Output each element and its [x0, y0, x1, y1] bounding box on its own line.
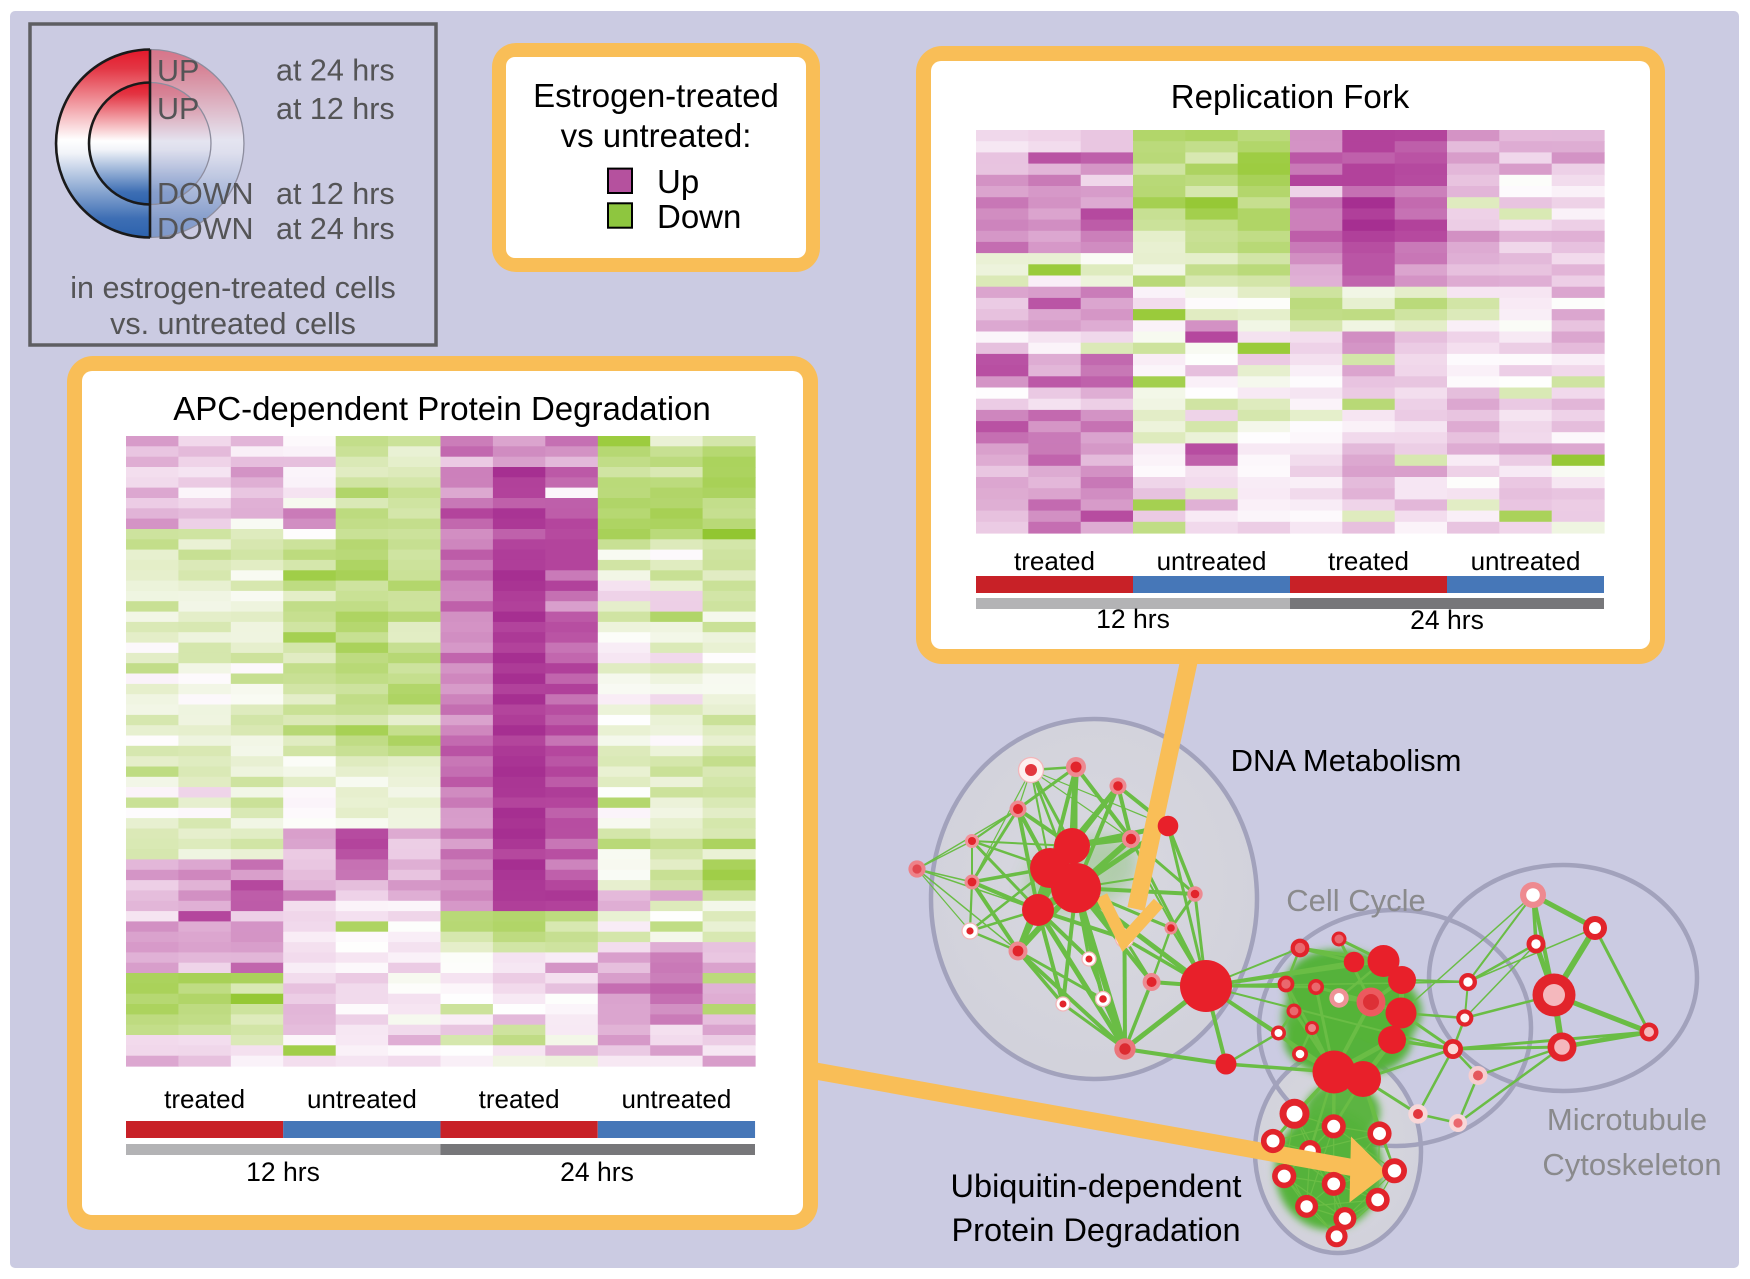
svg-text:24 hrs: 24 hrs: [1410, 605, 1484, 635]
svg-text:treated: treated: [164, 1084, 245, 1114]
svg-text:DNA Metabolism: DNA Metabolism: [1231, 743, 1462, 778]
svg-text:Replication Fork: Replication Fork: [1171, 78, 1410, 115]
svg-text:Cell Cycle: Cell Cycle: [1286, 883, 1426, 918]
svg-text:at 12 hrs: at 12 hrs: [276, 92, 395, 126]
svg-text:Cytoskeleton: Cytoskeleton: [1542, 1147, 1721, 1182]
svg-text:at 24 hrs: at 24 hrs: [276, 212, 395, 246]
svg-text:at 12 hrs: at 12 hrs: [276, 177, 395, 211]
svg-text:vs. untreated cells: vs. untreated cells: [110, 307, 356, 341]
svg-text:12 hrs: 12 hrs: [1096, 604, 1170, 634]
svg-text:UP: UP: [157, 54, 199, 88]
svg-text:untreated: untreated: [307, 1084, 417, 1114]
svg-text:12 hrs: 12 hrs: [246, 1157, 320, 1187]
svg-text:treated: treated: [1014, 546, 1095, 576]
svg-text:Microtubule: Microtubule: [1547, 1102, 1707, 1137]
svg-text:in estrogen-treated cells: in estrogen-treated cells: [70, 271, 396, 305]
svg-text:Down: Down: [657, 198, 741, 235]
svg-text:untreated: untreated: [621, 1084, 731, 1114]
svg-text:Protein Degradation: Protein Degradation: [951, 1212, 1240, 1248]
svg-text:Estrogen-treated: Estrogen-treated: [533, 77, 779, 114]
svg-text:APC-dependent Protein Degradat: APC-dependent Protein Degradation: [173, 390, 711, 427]
svg-text:untreated: untreated: [1471, 546, 1581, 576]
svg-text:UP: UP: [157, 92, 199, 126]
svg-text:DOWN: DOWN: [157, 177, 254, 211]
svg-text:DOWN: DOWN: [157, 212, 254, 246]
svg-text:treated: treated: [479, 1084, 560, 1114]
svg-text:vs untreated:: vs untreated:: [561, 117, 752, 154]
svg-text:treated: treated: [1328, 546, 1409, 576]
svg-text:Up: Up: [657, 163, 699, 200]
svg-text:Ubiquitin-dependent: Ubiquitin-dependent: [951, 1168, 1242, 1204]
svg-text:untreated: untreated: [1157, 546, 1267, 576]
svg-text:24 hrs: 24 hrs: [560, 1157, 634, 1187]
svg-text:at 24 hrs: at 24 hrs: [276, 54, 395, 88]
